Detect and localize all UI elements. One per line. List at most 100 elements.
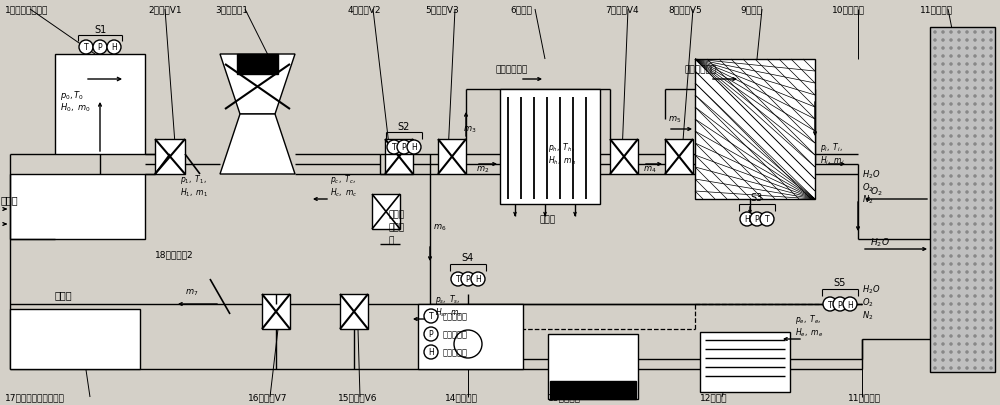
Circle shape bbox=[933, 358, 936, 362]
Circle shape bbox=[981, 367, 984, 370]
Text: 11电堆本体: 11电堆本体 bbox=[920, 6, 953, 15]
Circle shape bbox=[989, 39, 992, 43]
Text: $H_e,\ m_e$: $H_e,\ m_e$ bbox=[795, 326, 823, 339]
Circle shape bbox=[957, 199, 960, 202]
Circle shape bbox=[965, 247, 968, 250]
Circle shape bbox=[965, 63, 968, 66]
Circle shape bbox=[973, 255, 976, 258]
Circle shape bbox=[981, 79, 984, 82]
Text: S5: S5 bbox=[834, 277, 846, 287]
Circle shape bbox=[933, 191, 936, 194]
Circle shape bbox=[973, 47, 976, 50]
Text: $m_7$: $m_7$ bbox=[185, 287, 198, 298]
Text: H: H bbox=[475, 275, 481, 284]
Text: $O_2$: $O_2$ bbox=[870, 185, 882, 198]
Text: $N_2$: $N_2$ bbox=[862, 309, 873, 322]
Text: $p_0, T_0$: $p_0, T_0$ bbox=[60, 88, 84, 101]
Circle shape bbox=[989, 279, 992, 282]
Circle shape bbox=[933, 215, 936, 218]
Circle shape bbox=[973, 79, 976, 82]
Circle shape bbox=[973, 351, 976, 354]
Circle shape bbox=[957, 343, 960, 345]
Circle shape bbox=[973, 175, 976, 178]
Text: 路: 路 bbox=[388, 236, 393, 245]
Circle shape bbox=[957, 255, 960, 258]
Circle shape bbox=[981, 239, 984, 242]
Text: 10空气入口: 10空气入口 bbox=[832, 6, 865, 15]
Circle shape bbox=[973, 87, 976, 90]
Bar bbox=[372, 194, 400, 230]
Text: T: T bbox=[429, 312, 433, 321]
Circle shape bbox=[933, 239, 936, 242]
Circle shape bbox=[941, 63, 944, 66]
Bar bbox=[55, 55, 145, 155]
Text: $O_2$: $O_2$ bbox=[862, 181, 874, 194]
Circle shape bbox=[965, 135, 968, 138]
Circle shape bbox=[981, 87, 984, 90]
Circle shape bbox=[941, 39, 944, 43]
Circle shape bbox=[989, 287, 992, 290]
Circle shape bbox=[957, 79, 960, 82]
Bar bbox=[237, 55, 278, 75]
Circle shape bbox=[941, 87, 944, 90]
Circle shape bbox=[941, 127, 944, 130]
Circle shape bbox=[949, 358, 952, 362]
Circle shape bbox=[981, 335, 984, 338]
Circle shape bbox=[957, 175, 960, 178]
Text: T: T bbox=[828, 300, 832, 309]
Circle shape bbox=[981, 351, 984, 354]
Circle shape bbox=[989, 111, 992, 114]
Circle shape bbox=[973, 263, 976, 266]
Circle shape bbox=[941, 207, 944, 210]
Circle shape bbox=[941, 287, 944, 290]
Circle shape bbox=[933, 367, 936, 370]
Circle shape bbox=[957, 311, 960, 314]
Text: 17机械和化学过滤装置: 17机械和化学过滤装置 bbox=[5, 392, 65, 401]
Circle shape bbox=[973, 199, 976, 202]
Circle shape bbox=[965, 143, 968, 146]
Circle shape bbox=[933, 95, 936, 98]
Circle shape bbox=[941, 199, 944, 202]
Circle shape bbox=[965, 111, 968, 114]
Circle shape bbox=[957, 215, 960, 218]
Bar bbox=[930, 28, 995, 372]
Text: S2: S2 bbox=[398, 122, 410, 132]
Circle shape bbox=[941, 231, 944, 234]
Bar bbox=[10, 175, 145, 239]
Circle shape bbox=[973, 287, 976, 290]
Circle shape bbox=[949, 335, 952, 338]
Text: 12冷凝器: 12冷凝器 bbox=[700, 392, 727, 401]
Text: S1: S1 bbox=[94, 25, 106, 35]
Circle shape bbox=[981, 71, 984, 74]
Circle shape bbox=[973, 151, 976, 154]
Text: P: P bbox=[402, 143, 406, 152]
Circle shape bbox=[941, 183, 944, 186]
Circle shape bbox=[957, 335, 960, 338]
Circle shape bbox=[957, 247, 960, 250]
Circle shape bbox=[949, 239, 952, 242]
Circle shape bbox=[989, 175, 992, 178]
Circle shape bbox=[941, 95, 944, 98]
Circle shape bbox=[973, 111, 976, 114]
Circle shape bbox=[933, 63, 936, 66]
Circle shape bbox=[957, 303, 960, 306]
Circle shape bbox=[949, 271, 952, 274]
Text: 循环回: 循环回 bbox=[388, 223, 404, 232]
Bar bbox=[665, 140, 693, 175]
Circle shape bbox=[941, 135, 944, 138]
Circle shape bbox=[957, 135, 960, 138]
Circle shape bbox=[933, 111, 936, 114]
Circle shape bbox=[949, 103, 952, 106]
Circle shape bbox=[957, 111, 960, 114]
Circle shape bbox=[965, 255, 968, 258]
Circle shape bbox=[93, 41, 107, 55]
Text: 排气再: 排气再 bbox=[388, 210, 404, 219]
Circle shape bbox=[933, 279, 936, 282]
Circle shape bbox=[981, 32, 984, 34]
Text: $p_h,\ T_h,$: $p_h,\ T_h,$ bbox=[548, 141, 575, 154]
Circle shape bbox=[965, 71, 968, 74]
Circle shape bbox=[957, 223, 960, 226]
Circle shape bbox=[933, 39, 936, 43]
Bar bbox=[418, 304, 523, 369]
Text: P: P bbox=[98, 43, 102, 52]
